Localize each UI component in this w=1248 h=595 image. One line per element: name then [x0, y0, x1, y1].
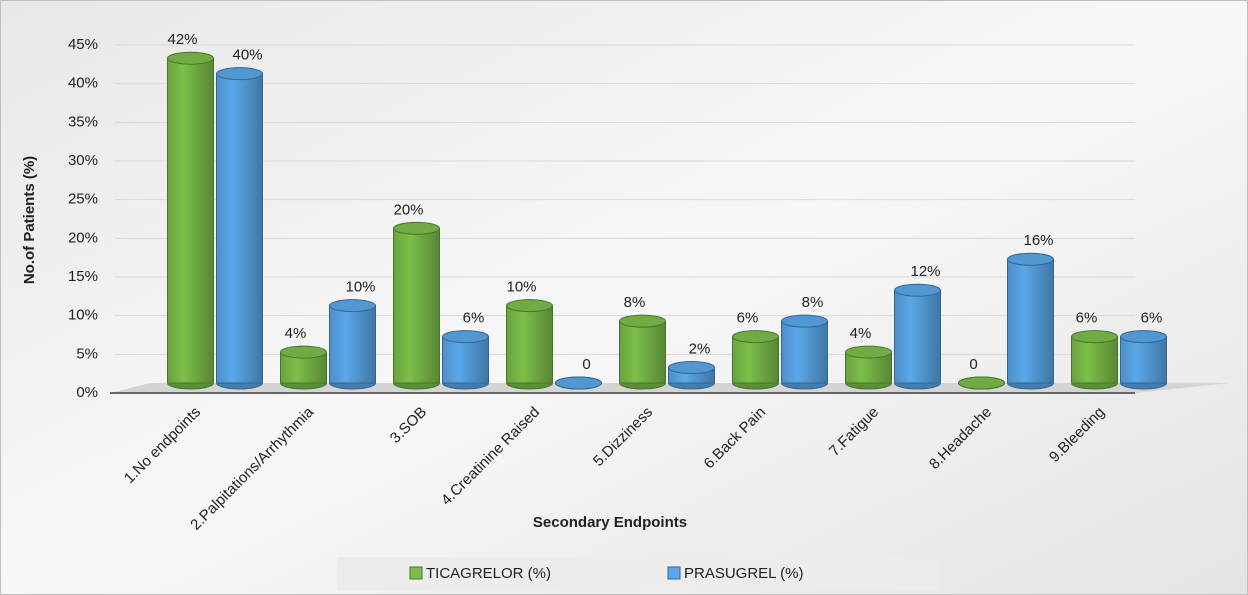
data-label: 6% — [1141, 310, 1163, 327]
bar — [619, 320, 666, 384]
data-label: 8% — [624, 294, 646, 311]
bar — [442, 336, 489, 384]
data-label: 2% — [689, 341, 711, 358]
bar-top — [619, 314, 666, 328]
bar-top — [329, 299, 376, 313]
data-label: 10% — [345, 279, 375, 296]
y-axis-title: No.of Patients (%) — [21, 156, 38, 284]
bar-top — [555, 376, 602, 390]
y-tick-label: 10% — [68, 307, 98, 324]
y-tick-label: 25% — [68, 191, 98, 208]
y-tick-label: 35% — [68, 113, 98, 130]
bar — [393, 227, 440, 384]
bar — [506, 305, 553, 384]
data-label: 40% — [232, 47, 262, 64]
bar-top — [1007, 252, 1054, 266]
y-tick-label: 5% — [76, 345, 98, 362]
y-tick-label: 45% — [68, 36, 98, 53]
bar — [894, 289, 941, 384]
bar — [216, 73, 263, 384]
data-label: 4% — [850, 325, 872, 342]
data-label: 10% — [506, 279, 536, 296]
bar-top — [668, 361, 715, 375]
bar-top — [781, 314, 828, 328]
data-label: 6% — [1076, 310, 1098, 327]
legend-label: PRASUGREL (%) — [684, 565, 803, 582]
bar — [1120, 336, 1167, 384]
legend-swatch — [409, 566, 423, 580]
bar-top — [442, 330, 489, 344]
x-axis-title: Secondary Endpoints — [533, 514, 687, 531]
bar-top — [958, 376, 1005, 390]
legend — [337, 557, 938, 590]
bar-top — [894, 283, 941, 297]
bar — [329, 305, 376, 384]
data-label: 12% — [910, 263, 940, 280]
bar-top — [1071, 330, 1118, 344]
bar — [1071, 336, 1118, 384]
bar-top — [1120, 330, 1167, 344]
bar-top — [167, 51, 214, 65]
bar-top — [732, 330, 779, 344]
bar — [781, 320, 828, 384]
y-tick-label: 30% — [68, 152, 98, 169]
data-label: 6% — [463, 310, 485, 327]
data-label: 42% — [167, 31, 197, 48]
bar-top — [845, 345, 892, 359]
data-label: 20% — [393, 201, 423, 218]
y-tick-label: 20% — [68, 229, 98, 246]
data-label: 4% — [285, 325, 307, 342]
bar-top — [393, 221, 440, 235]
bar — [732, 336, 779, 384]
data-label: 0 — [969, 356, 977, 373]
y-tick-label: 0% — [76, 384, 98, 401]
data-label: 0 — [582, 356, 590, 373]
bar — [167, 57, 214, 384]
legend-swatch — [667, 566, 681, 580]
data-label: 16% — [1023, 232, 1053, 249]
bar-top — [280, 345, 327, 359]
y-tick-label: 40% — [68, 75, 98, 92]
bar-top — [216, 67, 263, 81]
bar — [1007, 258, 1054, 384]
data-label: 6% — [737, 310, 759, 327]
y-tick-label: 15% — [68, 268, 98, 285]
floor — [110, 383, 1230, 393]
data-label: 8% — [802, 294, 824, 311]
legend-label: TICAGRELOR (%) — [426, 565, 551, 582]
bar-top — [506, 299, 553, 313]
